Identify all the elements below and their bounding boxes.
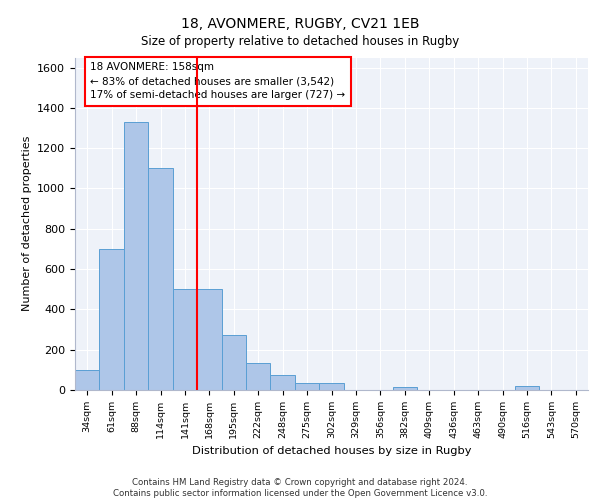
Text: Size of property relative to detached houses in Rugby: Size of property relative to detached ho… — [141, 35, 459, 48]
Bar — [75, 370, 100, 390]
Text: 18, AVONMERE, RUGBY, CV21 1EB: 18, AVONMERE, RUGBY, CV21 1EB — [181, 18, 419, 32]
Bar — [246, 363, 271, 390]
Y-axis label: Number of detached properties: Number of detached properties — [22, 136, 32, 312]
Text: 18 AVONMERE: 158sqm
← 83% of detached houses are smaller (3,542)
17% of semi-det: 18 AVONMERE: 158sqm ← 83% of detached ho… — [91, 62, 346, 100]
X-axis label: Distribution of detached houses by size in Rugby: Distribution of detached houses by size … — [192, 446, 471, 456]
Bar — [148, 168, 173, 390]
Bar — [124, 122, 148, 390]
Bar — [221, 334, 246, 390]
Bar — [392, 387, 417, 390]
Bar — [173, 289, 197, 390]
Bar — [515, 386, 539, 390]
Bar — [295, 383, 319, 390]
Text: Contains HM Land Registry data © Crown copyright and database right 2024.
Contai: Contains HM Land Registry data © Crown c… — [113, 478, 487, 498]
Bar — [271, 375, 295, 390]
Bar — [197, 289, 221, 390]
Bar — [319, 383, 344, 390]
Bar — [100, 249, 124, 390]
